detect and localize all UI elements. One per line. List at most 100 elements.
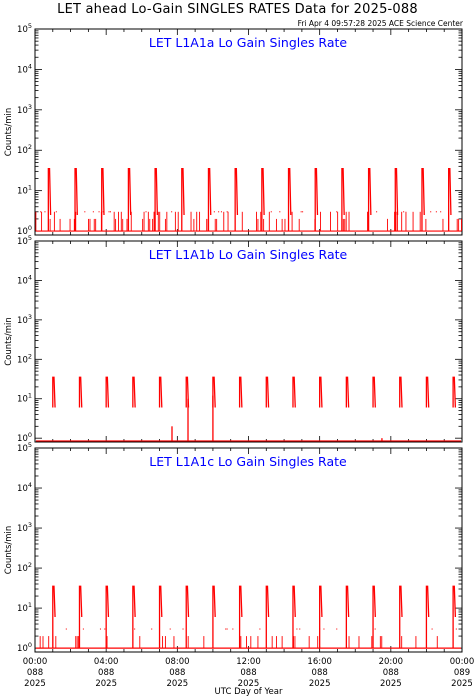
plot-frame <box>34 240 463 443</box>
generation-timestamp: Fri Apr 4 09:57:28 2025 ACE Science Cent… <box>297 19 463 28</box>
data-spike <box>372 376 376 408</box>
data-spike <box>78 585 83 649</box>
y-axis-label: Counts/min <box>4 526 14 575</box>
data-spike <box>132 376 136 408</box>
data-spike <box>181 168 185 232</box>
panel-title: LET L1A1c Lo Gain Singles Rate <box>149 454 347 469</box>
y-tick-label: 101 <box>17 184 32 197</box>
data-spike <box>261 168 265 232</box>
y-tick-label: 105 <box>17 22 32 35</box>
data-spike <box>421 168 425 232</box>
y-tick-label: 100 <box>17 641 32 654</box>
data-spike <box>265 585 270 649</box>
data-spike <box>399 585 403 649</box>
x-tick-label: 088 <box>27 668 43 678</box>
data-spike <box>372 585 376 649</box>
data-spike <box>238 585 243 649</box>
data-spike <box>158 376 163 408</box>
y-tick-label: 102 <box>17 143 32 156</box>
data-spike <box>394 168 399 232</box>
y-tick-label: 103 <box>17 313 32 326</box>
data-spike <box>265 376 270 408</box>
data-spike <box>425 585 430 649</box>
data-spike <box>52 376 56 408</box>
x-tick-label: 2025 <box>380 679 402 689</box>
x-tick-label: 04:00 <box>94 657 119 667</box>
data-spike <box>452 376 457 408</box>
y-tick-label: 100 <box>17 431 32 444</box>
panel-title: LET L1A1a Lo Gain Singles Rate <box>149 35 347 50</box>
chart-main-title: LET ahead Lo-Gain SINGLES RATES Data for… <box>57 2 418 17</box>
x-tick-label: 00:00 <box>450 657 475 667</box>
x-tick-label: 088 <box>98 668 114 678</box>
data-spike <box>185 376 190 408</box>
data-spike <box>292 585 296 649</box>
x-tick-label: 088 <box>312 668 328 678</box>
data-spike <box>345 376 350 408</box>
data-spike <box>132 585 136 649</box>
data-spike <box>287 168 292 232</box>
data-spike <box>74 168 78 232</box>
data-spike <box>47 168 52 232</box>
data-spike <box>399 376 403 408</box>
data-spike <box>101 168 105 232</box>
y-tick-label: 101 <box>17 392 32 405</box>
data-spike <box>212 376 216 408</box>
x-tick-label: 2025 <box>167 679 189 689</box>
x-tick-label: 088 <box>383 668 399 678</box>
x-tick-label: 08:00 <box>165 657 190 667</box>
y-tick-label: 100 <box>17 224 32 237</box>
data-spike <box>314 168 319 232</box>
data-spike <box>319 585 323 649</box>
y-tick-label: 105 <box>17 234 32 247</box>
data-spike <box>425 376 430 408</box>
y-tick-label: 104 <box>17 273 32 286</box>
data-spike <box>341 168 345 232</box>
data-spike <box>207 168 212 232</box>
data-spike <box>52 585 56 649</box>
data-spike <box>158 585 163 649</box>
y-axis-label: Counts/min <box>4 317 14 366</box>
data-spike <box>452 585 457 649</box>
y-tick-label: 102 <box>17 561 32 574</box>
data-spike <box>105 585 110 649</box>
x-tick-label: 2025 <box>95 679 117 689</box>
x-tick-label: 088 <box>169 668 185 678</box>
y-tick-label: 101 <box>17 601 32 614</box>
y-tick-label: 104 <box>17 481 32 494</box>
y-tick-label: 103 <box>17 103 32 116</box>
data-spike <box>185 585 190 649</box>
data-spike <box>105 376 110 408</box>
y-tick-label: 105 <box>17 441 32 454</box>
data-spike <box>292 376 296 408</box>
x-tick-label: 00:00 <box>23 657 48 667</box>
data-spike <box>238 376 243 408</box>
x-tick-label: 16:00 <box>307 657 332 667</box>
panel-title: LET L1A1b Lo Gain Singles Rate <box>149 247 348 262</box>
data-spike <box>319 376 323 408</box>
data-spike <box>127 168 132 232</box>
y-tick-label: 104 <box>17 62 32 75</box>
data-spike <box>212 585 216 649</box>
x-tick-label: 12:00 <box>236 657 261 667</box>
x-tick-label: 2025 <box>309 679 331 689</box>
plot-frame <box>34 28 463 236</box>
data-spike <box>154 168 159 232</box>
data-spike <box>78 376 83 408</box>
x-tick-label: 20:00 <box>379 657 404 667</box>
x-tick-label: 2025 <box>451 679 473 689</box>
data-spike <box>345 585 350 649</box>
data-spike <box>448 168 452 232</box>
x-tick-label: 088 <box>240 668 256 678</box>
x-tick-label: 2025 <box>24 679 46 689</box>
x-tick-label: 089 <box>454 668 470 678</box>
y-tick-label: 103 <box>17 521 32 534</box>
data-spike <box>367 168 372 232</box>
x-tick-label: 2025 <box>238 679 260 689</box>
data-spike <box>234 168 239 232</box>
y-axis-label: Counts/min <box>4 108 14 157</box>
x-axis-label: UTC Day of Year <box>215 687 283 697</box>
y-tick-label: 102 <box>17 352 32 365</box>
plot-frame <box>34 447 463 653</box>
